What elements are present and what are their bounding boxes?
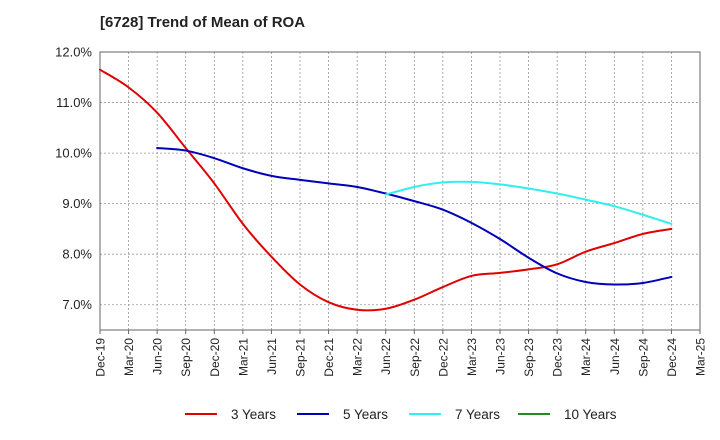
x-tick-label: Mar-22 <box>351 338 365 376</box>
x-tick-label: Dec-21 <box>322 338 336 377</box>
x-tick-label: Jun-21 <box>265 338 279 375</box>
x-tick-label: Sep-21 <box>294 338 308 377</box>
x-tick-label: Dec-20 <box>208 338 222 377</box>
legend-label-10-years: 10 Years <box>564 406 617 422</box>
series-line-3-years <box>99 68 673 312</box>
series-line-5-years <box>156 147 673 286</box>
x-tick-label: Jun-20 <box>151 338 165 375</box>
x-tick-label: Dec-24 <box>665 338 679 377</box>
legend-swatch-5-years <box>297 413 329 415</box>
legend-swatch-3-years <box>185 413 217 415</box>
plot-area-border <box>99 51 701 331</box>
legend-item-10-years: 10 Years <box>518 400 617 428</box>
y-tick-label: 7.0% <box>62 297 92 312</box>
legend-swatch-7-years <box>409 413 441 415</box>
x-tick-label: Sep-23 <box>522 338 536 377</box>
x-tick-label: Dec-23 <box>551 338 565 377</box>
chart-title: [6728] Trend of Mean of ROA <box>100 14 306 31</box>
chart-legend: 3 Years 5 Years 7 Years 10 Years <box>0 400 720 428</box>
x-tick-label: Sep-22 <box>408 338 422 377</box>
legend-swatch-10-years <box>518 413 550 415</box>
x-tick-label: Jun-23 <box>494 338 508 375</box>
legend-label-7-years: 7 Years <box>455 406 501 422</box>
x-tick-label: Mar-25 <box>694 338 708 376</box>
y-tick-label: 10.0% <box>55 146 92 161</box>
legend-item-7-years: 7 Years <box>409 400 500 428</box>
x-tick-label: Mar-23 <box>465 338 479 376</box>
x-tick-label: Dec-22 <box>436 338 450 377</box>
legend-item-3-years: 3 Years <box>185 400 276 428</box>
x-tick-label: Dec-19 <box>94 338 108 377</box>
x-tick-label: Sep-24 <box>636 338 650 377</box>
x-tick-label: Mar-21 <box>236 338 250 376</box>
legend-label-3-years: 3 Years <box>231 406 277 422</box>
legend-label-5-years: 5 Years <box>343 406 389 422</box>
x-tick-label: Mar-24 <box>579 338 593 376</box>
y-tick-label: 11.0% <box>56 95 92 110</box>
x-tick-label: Mar-20 <box>122 338 136 376</box>
y-tick-label: 8.0% <box>62 247 92 262</box>
y-tick-label: 9.0% <box>62 196 92 211</box>
x-tick-label: Jun-24 <box>608 338 622 375</box>
legend-item-5-years: 5 Years <box>297 400 388 428</box>
y-tick-label: 12.0% <box>55 45 92 60</box>
x-tick-label: Sep-20 <box>179 338 193 377</box>
series-line-7-years <box>384 180 673 225</box>
x-tick-label: Jun-22 <box>379 338 393 375</box>
